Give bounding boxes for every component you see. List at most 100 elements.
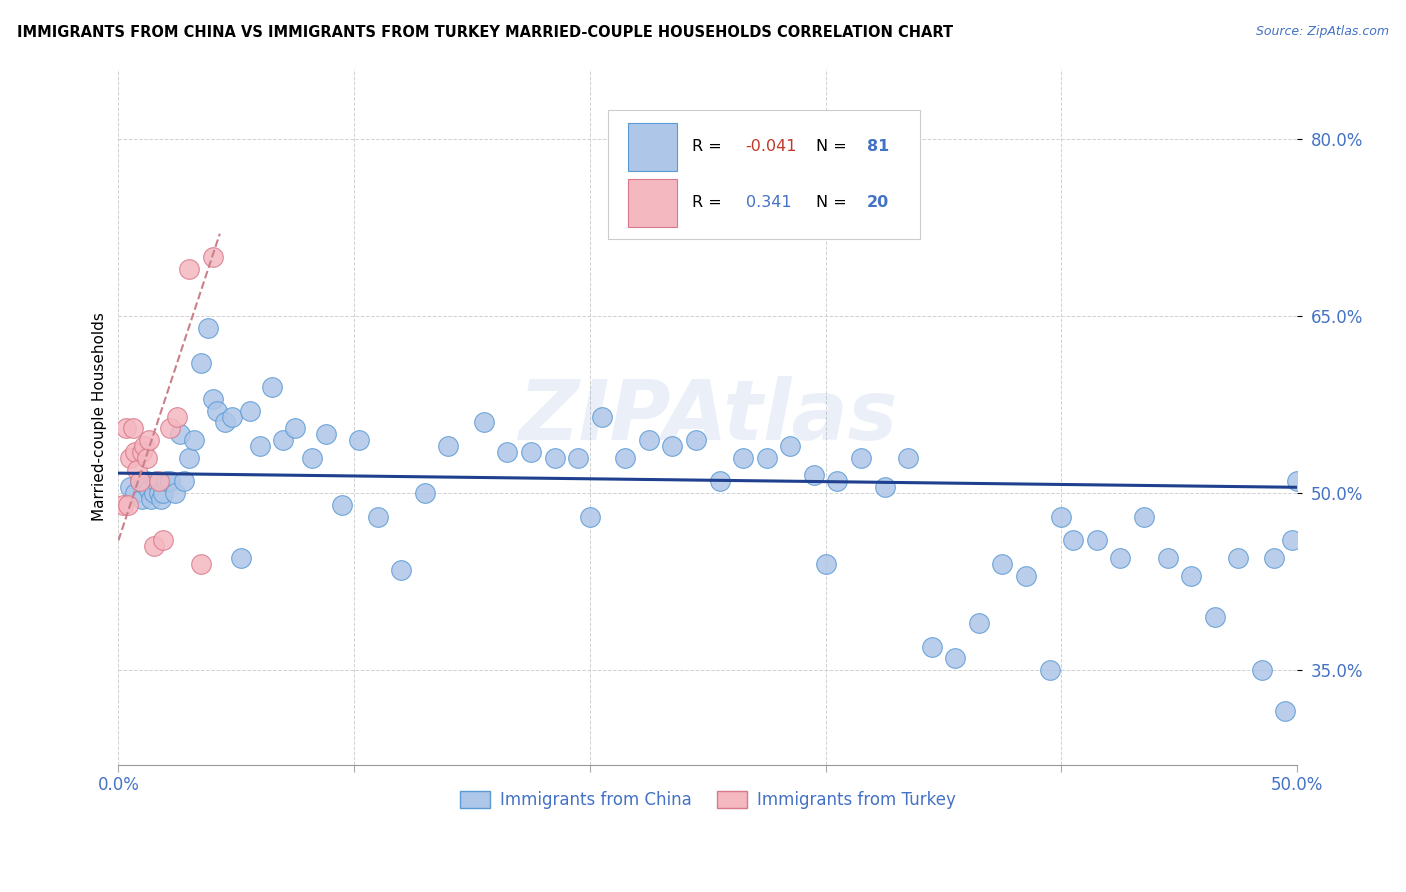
Point	[1204, 610, 1226, 624]
Text: Source: ZipAtlas.com: Source: ZipAtlas.com	[1256, 25, 1389, 38]
Point	[260, 380, 283, 394]
Point	[159, 421, 181, 435]
Point	[134, 476, 156, 491]
Point	[1156, 551, 1178, 566]
Point	[214, 416, 236, 430]
Text: 20: 20	[868, 195, 889, 211]
Point	[1263, 551, 1285, 566]
Point	[472, 416, 495, 430]
Y-axis label: Married-couple Households: Married-couple Households	[93, 312, 107, 521]
Point	[190, 356, 212, 370]
Point	[1085, 533, 1108, 548]
Point	[347, 433, 370, 447]
Point	[197, 321, 219, 335]
Point	[1109, 551, 1132, 566]
Point	[201, 392, 224, 406]
Point	[124, 486, 146, 500]
Point	[273, 433, 295, 447]
Point	[131, 492, 153, 507]
Point	[229, 551, 252, 566]
Text: ZIPAtlas: ZIPAtlas	[519, 376, 897, 457]
Legend: Immigrants from China, Immigrants from Turkey: Immigrants from China, Immigrants from T…	[453, 784, 962, 815]
Point	[814, 557, 837, 571]
Point	[579, 509, 602, 524]
Point	[201, 250, 224, 264]
Point	[183, 433, 205, 447]
Point	[1274, 705, 1296, 719]
Point	[142, 486, 165, 500]
Point	[803, 468, 825, 483]
Point	[389, 563, 412, 577]
Point	[131, 445, 153, 459]
Point	[591, 409, 613, 424]
Point	[114, 421, 136, 435]
Point	[155, 475, 177, 489]
Point	[207, 403, 229, 417]
Point	[967, 615, 990, 630]
Point	[169, 427, 191, 442]
Point	[1062, 533, 1084, 548]
Point	[120, 480, 142, 494]
Point	[135, 450, 157, 465]
Point	[120, 450, 142, 465]
Point	[301, 450, 323, 465]
Point	[1281, 533, 1303, 548]
Point	[166, 409, 188, 424]
Point	[128, 475, 150, 489]
Point	[128, 475, 150, 489]
Point	[121, 421, 143, 435]
Point	[733, 450, 755, 465]
Point	[496, 445, 519, 459]
Point	[149, 492, 172, 507]
FancyBboxPatch shape	[607, 111, 920, 239]
Point	[685, 433, 707, 447]
Point	[1015, 568, 1038, 582]
Point	[148, 486, 170, 500]
FancyBboxPatch shape	[627, 122, 678, 170]
Point	[943, 651, 966, 665]
Point	[315, 427, 337, 442]
Point	[284, 421, 307, 435]
Point	[413, 486, 436, 500]
Point	[142, 539, 165, 553]
Point	[1133, 509, 1156, 524]
Point	[709, 475, 731, 489]
Text: N =: N =	[817, 139, 852, 154]
Point	[755, 450, 778, 465]
Text: N =: N =	[817, 195, 852, 211]
Point	[127, 462, 149, 476]
Text: R =: R =	[693, 139, 727, 154]
Point	[638, 433, 661, 447]
Point	[991, 557, 1014, 571]
Point	[145, 475, 167, 489]
Text: 81: 81	[868, 139, 889, 154]
Point	[1050, 509, 1073, 524]
Point	[163, 486, 186, 500]
Point	[614, 450, 637, 465]
Point	[661, 439, 683, 453]
Point	[543, 450, 565, 465]
Point	[1250, 663, 1272, 677]
Point	[138, 483, 160, 497]
Point	[159, 475, 181, 489]
Point	[1227, 551, 1250, 566]
Point	[134, 439, 156, 453]
Point	[173, 475, 195, 489]
Point	[141, 492, 163, 507]
Point	[897, 450, 920, 465]
Point	[138, 433, 160, 447]
Point	[1039, 663, 1062, 677]
Point	[827, 475, 849, 489]
Point	[520, 445, 543, 459]
Point	[779, 439, 801, 453]
Point	[849, 450, 872, 465]
Point	[367, 509, 389, 524]
Point	[239, 403, 262, 417]
Point	[152, 533, 174, 548]
Point	[332, 498, 354, 512]
Text: IMMIGRANTS FROM CHINA VS IMMIGRANTS FROM TURKEY MARRIED-COUPLE HOUSEHOLDS CORREL: IMMIGRANTS FROM CHINA VS IMMIGRANTS FROM…	[17, 25, 953, 40]
Point	[112, 498, 135, 512]
Point	[921, 640, 943, 654]
Point	[1286, 475, 1309, 489]
Point	[567, 450, 589, 465]
